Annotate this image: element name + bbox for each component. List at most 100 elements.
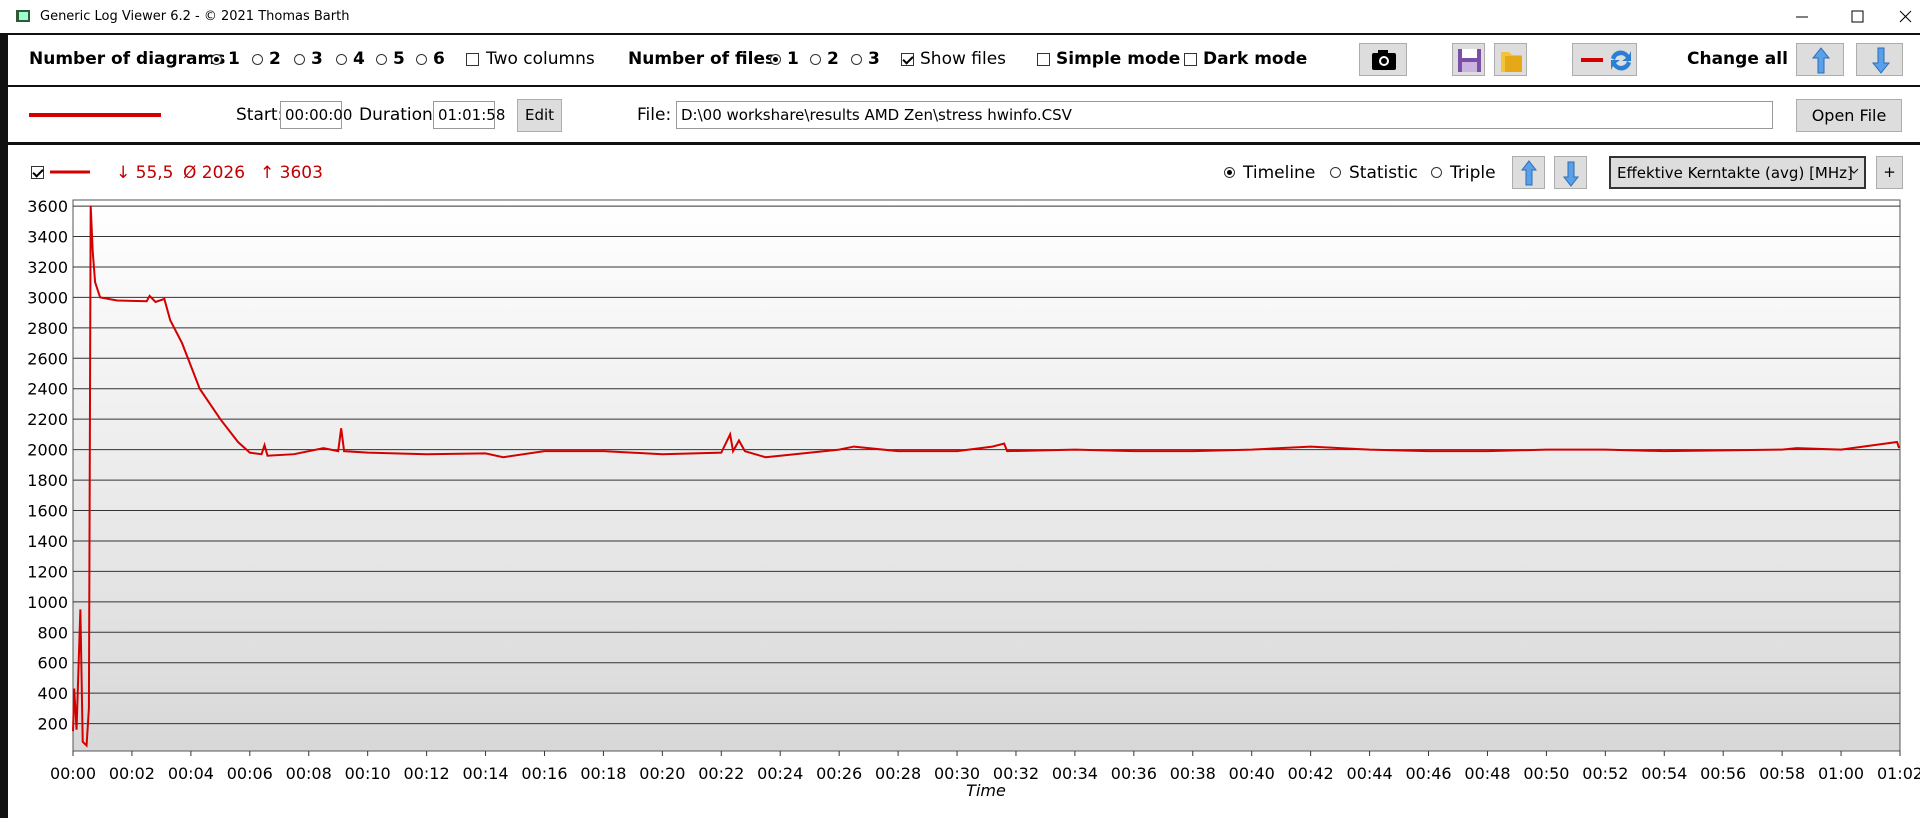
move-down-button[interactable] (1554, 156, 1587, 189)
radio[interactable] (294, 54, 305, 65)
x-tick-label: 00:38 (1170, 764, 1216, 783)
file-path-input[interactable]: D:\00 workshare\results AMD Zen\stress h… (676, 101, 1773, 129)
checkbox[interactable] (466, 53, 479, 66)
radio-label: Timeline (1243, 163, 1316, 183)
separator (0, 85, 1920, 87)
x-tick-label: 01:02 (1877, 764, 1920, 783)
checkbox[interactable] (1184, 53, 1197, 66)
radio-label: 3 (311, 49, 323, 69)
x-tick-label: 00:50 (1523, 764, 1569, 783)
radio-label: 2 (269, 49, 281, 69)
series-color-line (50, 170, 90, 174)
checkbox[interactable] (1037, 53, 1050, 66)
x-axis-title: Time (966, 781, 1006, 800)
y-tick-label: 200 (37, 715, 68, 734)
x-tick-label: 00:34 (1052, 764, 1098, 783)
window-title: Generic Log Viewer 6.2 - © 2021 Thomas B… (40, 9, 350, 24)
radio[interactable] (211, 54, 222, 65)
avg-value: Ø 2026 (183, 163, 246, 183)
y-tick-label: 3400 (27, 228, 68, 247)
min-value: ↓ 55,5 (116, 163, 174, 183)
file-label: File: (637, 105, 672, 125)
open-folder-button[interactable] (1494, 43, 1527, 76)
files-label: Number of files (628, 49, 776, 69)
radio[interactable] (1330, 167, 1341, 178)
x-tick-label: 00:20 (639, 764, 685, 783)
x-tick-label: 00:24 (757, 764, 803, 783)
series-color-line (29, 113, 161, 117)
checkbox[interactable] (901, 53, 914, 66)
x-tick-label: 00:52 (1582, 764, 1628, 783)
checkbox-label: Two columns (486, 49, 595, 69)
checkbox-label: Dark mode (1203, 49, 1308, 69)
x-tick-label: 00:18 (580, 764, 626, 783)
x-tick-label: 00:36 (1111, 764, 1157, 783)
x-tick-label: 00:22 (698, 764, 744, 783)
app-icon (16, 10, 30, 22)
radio[interactable] (851, 54, 862, 65)
y-tick-label: 3000 (27, 288, 68, 307)
radio[interactable] (376, 54, 387, 65)
x-tick-label: 00:44 (1347, 764, 1393, 783)
x-tick-label: 00:12 (404, 764, 450, 783)
radio-label: Statistic (1349, 163, 1418, 183)
y-tick-label: 1200 (27, 562, 68, 581)
separator (0, 142, 1920, 145)
radio-label: 3 (868, 49, 880, 69)
radio[interactable] (336, 54, 347, 65)
y-tick-label: 1600 (27, 502, 68, 521)
radio-label: Triple (1450, 163, 1496, 183)
duration-input[interactable]: 01:01:58 (433, 101, 505, 129)
radio-label: 1 (228, 49, 240, 69)
x-tick-label: 00:46 (1405, 764, 1451, 783)
chart: Time 200 400 600 800 1000 1200 1400 1600 1800 200… (27, 197, 1920, 800)
dropdown-arrow (1849, 168, 1859, 174)
radio-label: 1 (787, 49, 799, 69)
checkbox[interactable] (31, 166, 44, 179)
x-tick-label: 00:06 (227, 764, 273, 783)
y-tick-label: 1800 (27, 471, 68, 490)
x-tick-label: 00:26 (816, 764, 862, 783)
move-down-button[interactable] (1856, 43, 1903, 76)
x-tick-label: 00:04 (168, 764, 214, 783)
move-up-button[interactable] (1512, 156, 1545, 189)
move-up-button[interactable] (1796, 43, 1844, 76)
radio[interactable] (1224, 167, 1235, 178)
x-tick-label: 00:56 (1700, 764, 1746, 783)
y-tick-label: 2000 (27, 441, 68, 460)
x-tick-label: 00:42 (1288, 764, 1334, 783)
title-bar (0, 0, 1920, 33)
x-tick-label: 00:08 (286, 764, 332, 783)
y-tick-label: 1000 (27, 593, 68, 612)
radio-label: 5 (393, 49, 405, 69)
max-value: ↑ 3603 (260, 163, 323, 183)
add-diagram-button[interactable]: + (1876, 156, 1903, 189)
checkbox-label: Simple mode (1056, 49, 1181, 69)
window-border (0, 33, 8, 818)
y-tick-label: 2400 (27, 380, 68, 399)
radio[interactable] (1431, 167, 1442, 178)
x-tick-label: 00:54 (1641, 764, 1687, 783)
x-tick-label: 00:32 (993, 764, 1039, 783)
radio[interactable] (810, 54, 821, 65)
radio[interactable] (252, 54, 263, 65)
screenshot-button[interactable] (1359, 43, 1407, 76)
open-file-button[interactable]: Open File (1796, 99, 1902, 132)
edit-button[interactable]: Edit (517, 99, 562, 132)
y-tick-label: 400 (37, 684, 68, 703)
y-tick-label: 3200 (27, 258, 68, 277)
window-controls[interactable] (1780, 6, 1920, 28)
radio[interactable] (416, 54, 427, 65)
y-tick-label: 2800 (27, 319, 68, 338)
radio-label: 2 (827, 49, 839, 69)
y-tick-label: 800 (37, 623, 68, 642)
plot-area (72, 199, 1901, 752)
start-input[interactable]: 00:00:00 (280, 101, 352, 129)
radio-label: 6 (433, 49, 445, 69)
save-button[interactable] (1452, 43, 1485, 76)
radio[interactable] (770, 54, 781, 65)
swap-color-button[interactable] (1572, 43, 1637, 76)
x-tick-label: 00:14 (462, 764, 508, 783)
channel-select[interactable]: Effektive Kerntakte (avg) [MHz] (1609, 156, 1866, 189)
x-tick-label: 00:16 (521, 764, 567, 783)
